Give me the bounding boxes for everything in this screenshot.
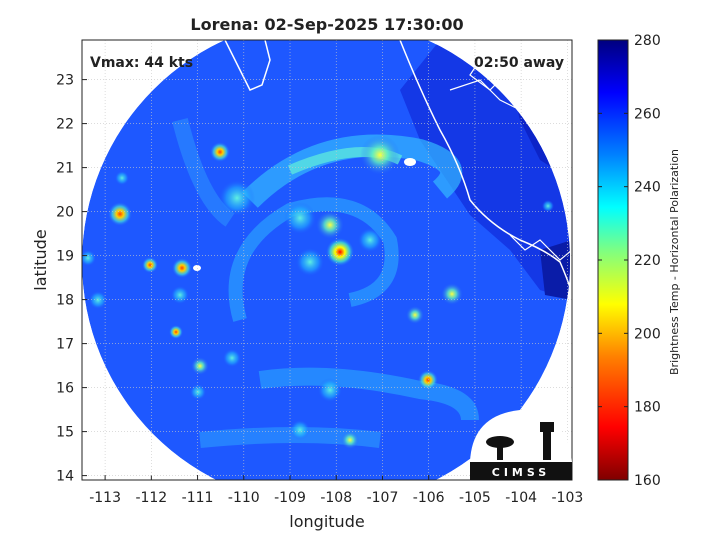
y-tick-label: 23: [56, 73, 74, 89]
colorbar-tick-labels: 160 180 200 220 240 260 280: [598, 33, 661, 489]
x-axis-label: longitude: [289, 512, 364, 531]
colorbar-tick-label: 240: [634, 180, 661, 196]
x-tick-label: -106: [413, 490, 445, 506]
y-tick-label: 17: [56, 337, 74, 353]
y-tick-label: 15: [56, 425, 74, 441]
plot-frame: [81, 39, 573, 481]
x-tick-label: -104: [505, 490, 537, 506]
x-tick-label: -113: [89, 490, 121, 506]
x-tick-label: -112: [135, 490, 167, 506]
y-axis-label: latitude: [31, 229, 50, 290]
colorbar-tick-label: 220: [634, 253, 661, 269]
time-away-annotation: 02:50 away: [474, 55, 564, 71]
colorbar-tick-label: 160: [634, 473, 661, 489]
x-tick-label: -103: [551, 490, 583, 506]
x-tick-label: -110: [228, 490, 260, 506]
x-tick-label: -108: [320, 490, 352, 506]
colorbar-tick-label: 180: [634, 400, 661, 416]
vmax-annotation: Vmax: 44 kts: [90, 55, 193, 71]
y-tick-label: 22: [56, 117, 74, 133]
cimss-logo: CIMSS: [470, 410, 572, 480]
y-tick-label: 21: [56, 161, 74, 177]
colorbar-tick-label: 200: [634, 326, 661, 342]
y-tick-label: 16: [56, 381, 74, 397]
y-tick-label: 20: [56, 205, 74, 221]
colorbar-tick-label: 260: [634, 106, 661, 122]
chart-title: Lorena: 02-Sep-2025 17:30:00: [190, 15, 463, 34]
colorbar: [598, 40, 628, 480]
y-tick-label: 19: [56, 249, 74, 265]
y-tick-label: 18: [56, 293, 74, 309]
y-tick-labels: 14 15 16 17 18 19 20 21 22 23: [56, 73, 74, 485]
logo-text: CIMSS: [492, 466, 550, 479]
colorbar-label: Brightness Temp - Horizontal Polarizatio…: [668, 149, 681, 375]
x-tick-label: -105: [459, 490, 491, 506]
y-tick-label: 14: [56, 469, 74, 485]
x-tick-label: -111: [182, 490, 214, 506]
x-tick-label: -107: [367, 490, 399, 506]
colorbar-tick-label: 280: [634, 33, 661, 49]
x-tick-labels: -113 -112 -111 -110 -109 -108 -107 -106 -105 -104…: [89, 490, 583, 506]
x-tick-label: -109: [274, 490, 306, 506]
